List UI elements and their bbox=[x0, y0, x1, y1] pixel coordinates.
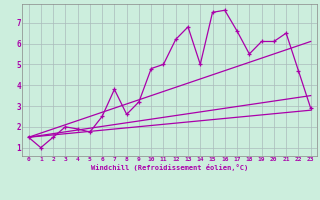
X-axis label: Windchill (Refroidissement éolien,°C): Windchill (Refroidissement éolien,°C) bbox=[91, 164, 248, 171]
